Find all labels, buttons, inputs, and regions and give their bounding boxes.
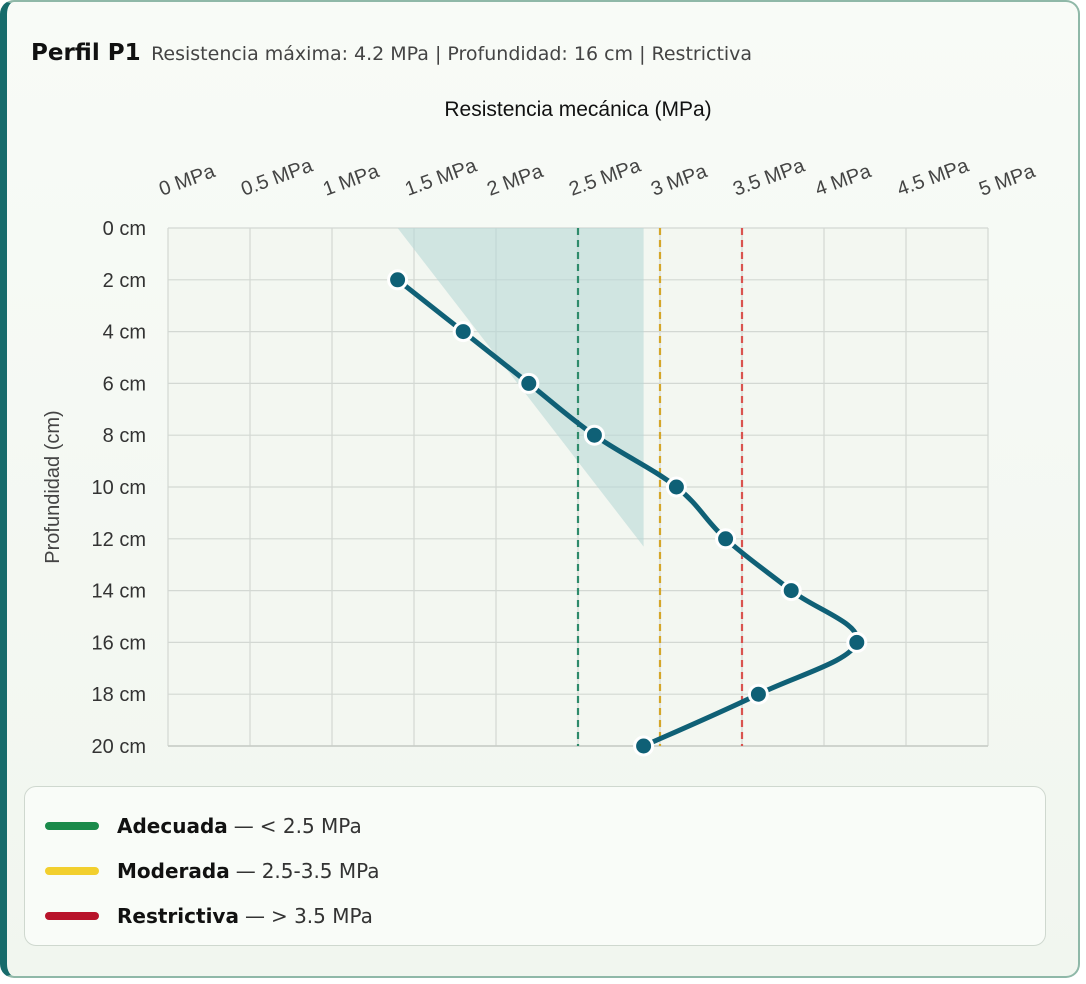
data-point [747,683,769,705]
legend-separator: — [244,904,265,928]
legend-item-moderada: Moderada — 2.5-3.5 MPa [45,856,380,886]
y-tick-label: 10 cm [92,477,146,499]
y-tick-label: 0 cm [103,218,146,240]
reference-lines [576,228,744,746]
x-tick-label: 2 MPa [484,160,547,201]
legend-item-label: Moderada [117,859,230,883]
legend-item-range: > 3.5 MPa [270,904,373,928]
x-tick-label: 3 MPa [648,160,711,201]
y-tick-label: 18 cm [92,684,146,706]
data-point [846,631,868,653]
x-tick-label: 4.5 MPa [894,154,972,200]
y-tick-label: 2 cm [103,270,146,292]
data-point [633,735,655,757]
y-tick-label: 16 cm [92,632,146,654]
data-point [387,269,409,291]
legend-separator: — [233,814,254,838]
legend-swatch [45,822,99,830]
x-tick-label: 4 MPa [812,160,875,201]
y-axis-label: Profundidad (cm) [42,410,64,563]
x-tick-label: 3.5 MPa [730,154,808,200]
x-tick-label: 5 MPa [976,160,1039,201]
data-point [780,580,802,602]
legend-item-label: Restrictiva [117,904,239,928]
y-tick-label: 4 cm [103,322,146,344]
data-point [665,476,687,498]
chart-title: Perfil P1 [31,40,141,66]
x-tick-label: 1 MPa [320,160,383,201]
data-point [452,321,474,343]
legend-item-adecuada: Adecuada — < 2.5 MPa [45,811,362,841]
chart-subtitle: Resistencia máxima: 4.2 MPa | Profundida… [151,43,753,65]
legend: Adecuada — < 2.5 MPa Moderada — 2.5-3.5 … [24,786,1046,946]
series-profile [387,269,868,757]
shaded-region [397,228,644,547]
legend-item-label: Adecuada [117,814,228,838]
x-tick-label: 0 MPa [156,160,219,201]
y-tick-label: 20 cm [92,736,146,758]
y-tick-label: 8 cm [103,425,146,447]
series-line [395,277,860,749]
y-tick-labels: 0 cm 2 cm 4 cm 6 cm 8 cm 10 cm 12 cm 14 cm 16 cm… [92,218,146,758]
legend-separator: — [235,859,256,883]
y-tick-label: 6 cm [103,373,146,395]
legend-swatch [45,912,99,920]
x-tick-labels: 0 MPa 0.5 MPa 1 MPa 1.5 MPa 2 MPa 2.5 MPa 3 MP… [156,154,1039,200]
legend-item-range: 2.5-3.5 MPa [261,859,380,883]
data-point [715,528,737,550]
legend-item-range: < 2.5 MPa [259,814,362,838]
x-tick-label: 2.5 MPa [566,154,644,200]
x-tick-label: 0.5 MPa [238,154,316,200]
y-tick-label: 12 cm [92,529,146,551]
legend-swatch [45,867,99,875]
x-axis-label: Resistencia mecánica (MPa) [444,98,711,121]
data-point [518,372,540,394]
x-tick-label: 1.5 MPa [402,154,480,200]
chart-header: Perfil P1 Resistencia máxima: 4.2 MPa | … [31,40,752,66]
data-point [583,424,605,446]
profile-chart: 0 MPa 0.5 MPa 1 MPa 1.5 MPa 2 MPa 2.5 MPa 3 MP… [42,98,1039,758]
legend-item-restrictiva: Restrictiva — > 3.5 MPa [45,901,373,931]
shaded-area [397,228,644,547]
y-tick-label: 14 cm [92,581,146,603]
